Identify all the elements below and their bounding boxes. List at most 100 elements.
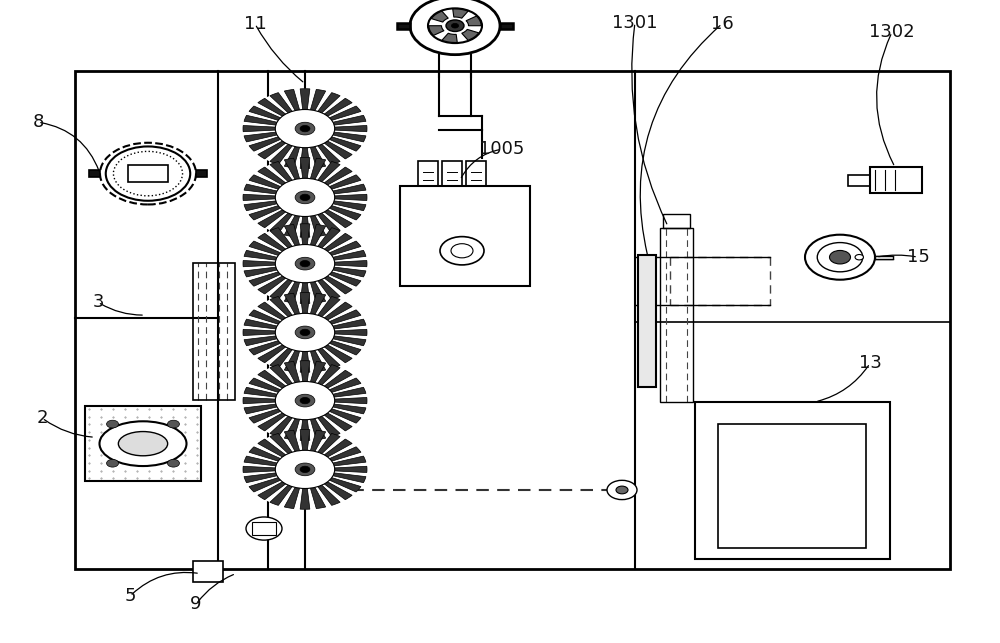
Wedge shape	[320, 207, 352, 228]
Circle shape	[451, 23, 459, 28]
Text: 1301: 1301	[612, 14, 658, 32]
Wedge shape	[243, 329, 282, 336]
Circle shape	[607, 480, 637, 500]
Wedge shape	[249, 476, 286, 492]
Circle shape	[295, 122, 315, 135]
Wedge shape	[270, 482, 295, 505]
Bar	[500, 23, 513, 29]
Wedge shape	[327, 266, 366, 277]
Wedge shape	[244, 387, 283, 398]
Bar	[196, 170, 207, 177]
Wedge shape	[327, 456, 366, 467]
Circle shape	[616, 486, 628, 494]
Wedge shape	[244, 403, 283, 414]
Bar	[442, 161, 462, 186]
Wedge shape	[258, 370, 290, 391]
Wedge shape	[327, 200, 366, 211]
Wedge shape	[324, 310, 361, 326]
Wedge shape	[284, 430, 301, 455]
Wedge shape	[327, 403, 366, 414]
Bar	[193, 561, 223, 582]
Circle shape	[275, 109, 335, 148]
Circle shape	[243, 158, 367, 237]
Bar	[85, 406, 201, 481]
Wedge shape	[315, 296, 340, 320]
Wedge shape	[309, 278, 326, 303]
Text: 5: 5	[124, 587, 136, 605]
Wedge shape	[249, 378, 286, 394]
Wedge shape	[300, 143, 310, 168]
Wedge shape	[327, 131, 366, 142]
Wedge shape	[244, 250, 283, 261]
Wedge shape	[309, 347, 326, 372]
Wedge shape	[249, 135, 286, 151]
Wedge shape	[315, 210, 340, 233]
Wedge shape	[315, 345, 340, 368]
Bar	[718, 424, 866, 548]
Circle shape	[243, 224, 367, 303]
Wedge shape	[327, 250, 366, 261]
Wedge shape	[324, 204, 361, 220]
Circle shape	[246, 517, 282, 540]
Wedge shape	[258, 302, 290, 323]
Wedge shape	[258, 138, 290, 159]
Text: 2: 2	[36, 409, 48, 427]
Circle shape	[410, 0, 500, 55]
Circle shape	[275, 381, 335, 420]
Wedge shape	[315, 228, 340, 251]
Wedge shape	[249, 310, 286, 326]
Wedge shape	[270, 276, 295, 300]
Circle shape	[295, 394, 315, 407]
Wedge shape	[320, 479, 352, 500]
Wedge shape	[466, 16, 481, 26]
Circle shape	[243, 89, 367, 168]
Wedge shape	[324, 447, 361, 463]
Bar	[875, 256, 893, 258]
Wedge shape	[327, 387, 366, 398]
Wedge shape	[320, 273, 352, 294]
Wedge shape	[327, 115, 366, 126]
Wedge shape	[324, 241, 361, 257]
Circle shape	[855, 255, 863, 260]
Wedge shape	[249, 270, 286, 286]
Wedge shape	[300, 430, 310, 455]
Wedge shape	[243, 125, 282, 132]
Wedge shape	[258, 167, 290, 188]
Wedge shape	[315, 482, 340, 505]
Circle shape	[446, 20, 464, 32]
Circle shape	[243, 430, 367, 509]
Wedge shape	[270, 161, 295, 185]
Wedge shape	[284, 89, 301, 114]
Wedge shape	[258, 98, 290, 119]
Wedge shape	[442, 33, 457, 42]
Wedge shape	[300, 158, 310, 183]
Text: 13: 13	[859, 354, 881, 372]
Wedge shape	[284, 224, 301, 249]
Wedge shape	[309, 484, 326, 509]
Wedge shape	[270, 413, 295, 437]
Wedge shape	[309, 430, 326, 455]
Text: 15: 15	[907, 248, 929, 266]
Circle shape	[300, 466, 310, 473]
Wedge shape	[258, 273, 290, 294]
Wedge shape	[324, 339, 361, 355]
Text: 3: 3	[92, 293, 104, 311]
Bar	[128, 165, 168, 182]
Wedge shape	[300, 347, 310, 372]
Circle shape	[243, 293, 367, 372]
Wedge shape	[324, 106, 361, 122]
Wedge shape	[284, 293, 301, 318]
Wedge shape	[320, 167, 352, 188]
Wedge shape	[309, 361, 326, 386]
Wedge shape	[270, 228, 295, 251]
Wedge shape	[284, 143, 301, 168]
Wedge shape	[324, 407, 361, 423]
Wedge shape	[300, 415, 310, 440]
Circle shape	[275, 178, 335, 217]
Wedge shape	[300, 293, 310, 318]
Wedge shape	[244, 335, 283, 346]
Wedge shape	[270, 296, 295, 320]
Text: 8: 8	[32, 113, 44, 131]
Wedge shape	[258, 439, 290, 460]
Wedge shape	[284, 158, 301, 183]
